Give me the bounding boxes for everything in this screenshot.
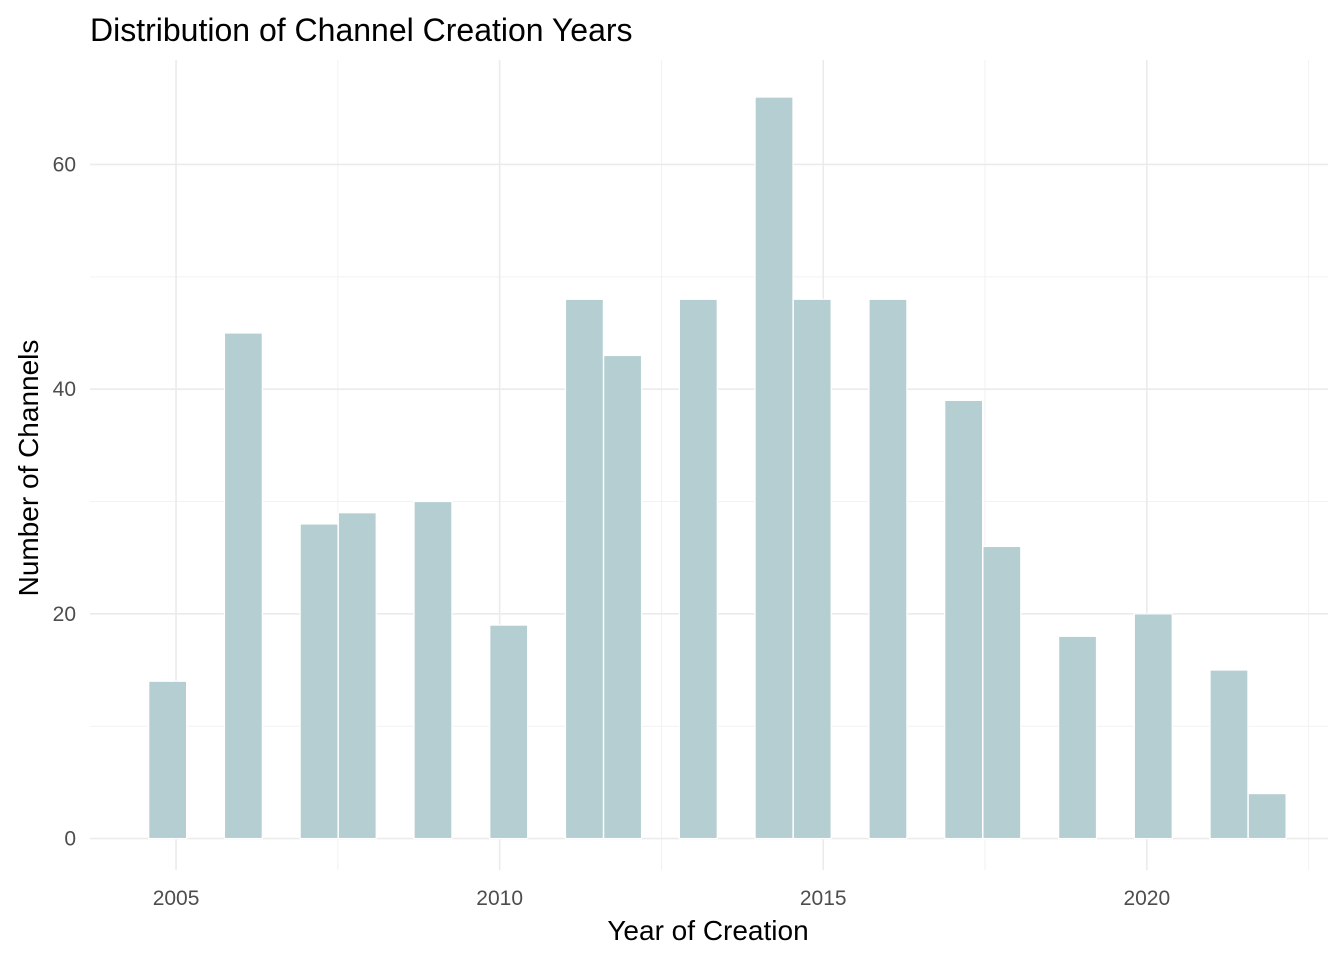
histogram-bar <box>868 298 908 840</box>
x-tick-label: 2015 <box>800 887 847 910</box>
histogram-bar <box>564 298 604 840</box>
histogram-bar <box>603 354 643 840</box>
histogram-bar <box>148 680 188 840</box>
y-tick-label: 20 <box>53 603 76 626</box>
y-axis-title: Number of Channels <box>13 340 44 597</box>
histogram-bar <box>1209 669 1249 840</box>
x-tick-label: 2020 <box>1123 887 1170 910</box>
histogram-bar <box>299 523 339 840</box>
histogram-bar <box>792 298 832 840</box>
histogram-bar <box>678 298 718 840</box>
chart-title: Distribution of Channel Creation Years <box>90 12 633 48</box>
histogram-bar <box>413 500 453 840</box>
histogram-bar <box>1133 613 1173 840</box>
x-axis-ticks: 2005 2010 2015 2020 <box>153 887 1170 910</box>
x-tick-label: 2005 <box>153 887 200 910</box>
y-tick-label: 40 <box>53 378 76 401</box>
histogram-bar <box>1058 635 1098 840</box>
histogram-bar <box>489 624 529 840</box>
histogram-bar <box>944 399 984 840</box>
histogram-bar <box>754 96 794 840</box>
y-axis-ticks: 0 20 40 60 <box>53 153 76 850</box>
x-tick-label: 2010 <box>476 887 523 910</box>
y-tick-label: 60 <box>53 153 76 176</box>
bars <box>148 96 1287 840</box>
histogram-bar <box>223 332 263 840</box>
histogram-bar <box>337 512 377 840</box>
histogram-bar <box>1247 793 1287 840</box>
histogram-bar <box>982 545 1022 840</box>
x-axis-title: Year of Creation <box>607 915 808 946</box>
y-tick-label: 0 <box>64 828 76 851</box>
